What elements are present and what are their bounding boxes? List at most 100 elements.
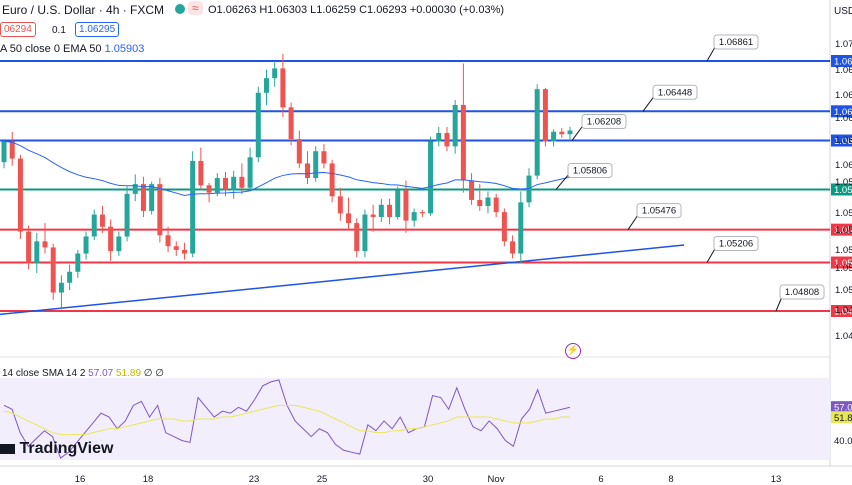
candle-body bbox=[247, 157, 253, 188]
rsi-value: 57.07 bbox=[88, 368, 114, 379]
candle-body bbox=[280, 68, 286, 108]
callout-label: 1.06448 bbox=[658, 87, 692, 98]
callout-box bbox=[652, 84, 698, 100]
ask-box[interactable]: 1.06295 bbox=[75, 22, 120, 37]
candle-body bbox=[165, 235, 171, 247]
candle-body bbox=[173, 246, 179, 250]
axis-level-tag bbox=[831, 183, 852, 196]
candle-body bbox=[239, 176, 245, 188]
candle-body bbox=[198, 160, 204, 186]
callout-box bbox=[713, 236, 759, 252]
candle-body bbox=[116, 236, 122, 252]
y-tick-label: 1.06 bbox=[835, 135, 852, 146]
axis-level-text: 1.06 bbox=[834, 107, 852, 118]
candle-body bbox=[17, 158, 23, 232]
candle-body bbox=[559, 131, 565, 135]
y-tick-label: 1.06 bbox=[835, 113, 852, 124]
candle-body bbox=[460, 104, 466, 181]
axis-level-text: 1.06 bbox=[834, 57, 852, 68]
axis-level-tag bbox=[831, 256, 852, 269]
candle-body bbox=[288, 107, 294, 140]
candle-body bbox=[263, 78, 269, 93]
x-tick-label: 13 bbox=[771, 474, 782, 485]
ohlc-readout: O1.06263 H1.06303 L1.06259 C1.06293 +0.0… bbox=[208, 4, 505, 16]
candle-body bbox=[485, 197, 491, 207]
rsi-label: 14 close SMA 14 2 bbox=[2, 368, 86, 379]
candle-body bbox=[83, 236, 89, 254]
candle-body bbox=[26, 231, 32, 264]
rsi-sma-value: 51.89 bbox=[115, 368, 142, 379]
candle-body bbox=[231, 176, 237, 191]
candle-body bbox=[1, 141, 7, 163]
status-dot bbox=[175, 4, 185, 14]
rsi-axis-tag bbox=[831, 401, 852, 414]
x-tick-label: 30 bbox=[423, 474, 434, 485]
candle-body bbox=[526, 175, 532, 203]
axis-level-text: 1.05 bbox=[834, 258, 852, 269]
x-tick-label: 8 bbox=[668, 474, 673, 485]
candle-body bbox=[296, 139, 302, 164]
candle-body bbox=[132, 184, 138, 194]
callout-label: 1.05206 bbox=[719, 239, 753, 250]
y-tick-label: 1.05 bbox=[835, 177, 852, 188]
axis-level-tag bbox=[831, 105, 852, 118]
candle-body bbox=[58, 282, 64, 293]
trendline bbox=[0, 244, 685, 316]
candle-body bbox=[436, 132, 442, 142]
candle-body bbox=[395, 190, 401, 217]
axis-level-text: 1.04 bbox=[834, 307, 852, 318]
callout-box bbox=[779, 284, 825, 300]
y-tick-label: 1.05 bbox=[835, 208, 852, 219]
axis-level-text: 1.06 bbox=[834, 136, 852, 147]
callout-box bbox=[713, 34, 759, 50]
candle-body bbox=[124, 193, 130, 237]
candle-body bbox=[419, 212, 425, 214]
candle-body bbox=[206, 185, 212, 193]
y-tick-label: 1.06 bbox=[835, 90, 852, 101]
indicator-badge[interactable]: ≈ bbox=[188, 1, 203, 15]
candle-body bbox=[346, 213, 352, 224]
candle-body bbox=[149, 184, 155, 211]
candle-body bbox=[321, 151, 327, 164]
candle-body bbox=[255, 92, 261, 158]
lightning-icon[interactable]: ⚡ bbox=[565, 343, 581, 359]
axis-level-tag bbox=[831, 55, 852, 67]
y-tick-label: 1.05 bbox=[835, 245, 852, 256]
candle-body bbox=[411, 212, 417, 221]
ema-value: 1.05903 bbox=[104, 43, 145, 55]
callout-label: 1.04808 bbox=[785, 287, 819, 298]
rsi-axis-label: 57.0 bbox=[834, 403, 852, 414]
candle-body bbox=[157, 184, 163, 236]
callout-box bbox=[581, 114, 627, 130]
candle-body bbox=[222, 178, 228, 191]
candle-body bbox=[190, 160, 196, 254]
candle-body bbox=[534, 89, 540, 176]
candle-body bbox=[493, 197, 499, 213]
ema-line bbox=[3, 140, 571, 196]
candle-body bbox=[42, 241, 48, 248]
candle-body bbox=[378, 204, 384, 217]
x-tick-label: 25 bbox=[317, 474, 328, 485]
ema-label: A 50 close 0 EMA 50 bbox=[0, 43, 102, 55]
candle-body bbox=[551, 131, 557, 142]
callout-box bbox=[636, 203, 682, 219]
rsi-axis-label: 51.8 bbox=[834, 413, 852, 424]
callout-label: 1.05806 bbox=[573, 165, 607, 176]
y-tick-label: 1.04 bbox=[835, 331, 852, 342]
candle-body bbox=[50, 247, 56, 293]
candle-body bbox=[313, 151, 319, 179]
axis-level-text: 1.05 bbox=[834, 185, 852, 196]
bid-box[interactable]: 06294 bbox=[0, 22, 36, 37]
spread-value: 0.1 bbox=[52, 25, 66, 36]
candle-body bbox=[510, 241, 516, 254]
candle-body bbox=[362, 214, 368, 252]
candle-body bbox=[214, 178, 220, 193]
candle-body bbox=[67, 271, 73, 283]
candle-body bbox=[477, 199, 483, 207]
candle-body bbox=[34, 241, 40, 264]
rsi-legend: 14 close SMA 14 2 57.07 51.89 ∅ ∅ bbox=[2, 368, 164, 379]
y-tick-label: 1.04 bbox=[835, 305, 852, 316]
y-tick-label: 1.05 bbox=[835, 263, 852, 274]
y-tick-label: 1.06 bbox=[835, 65, 852, 76]
